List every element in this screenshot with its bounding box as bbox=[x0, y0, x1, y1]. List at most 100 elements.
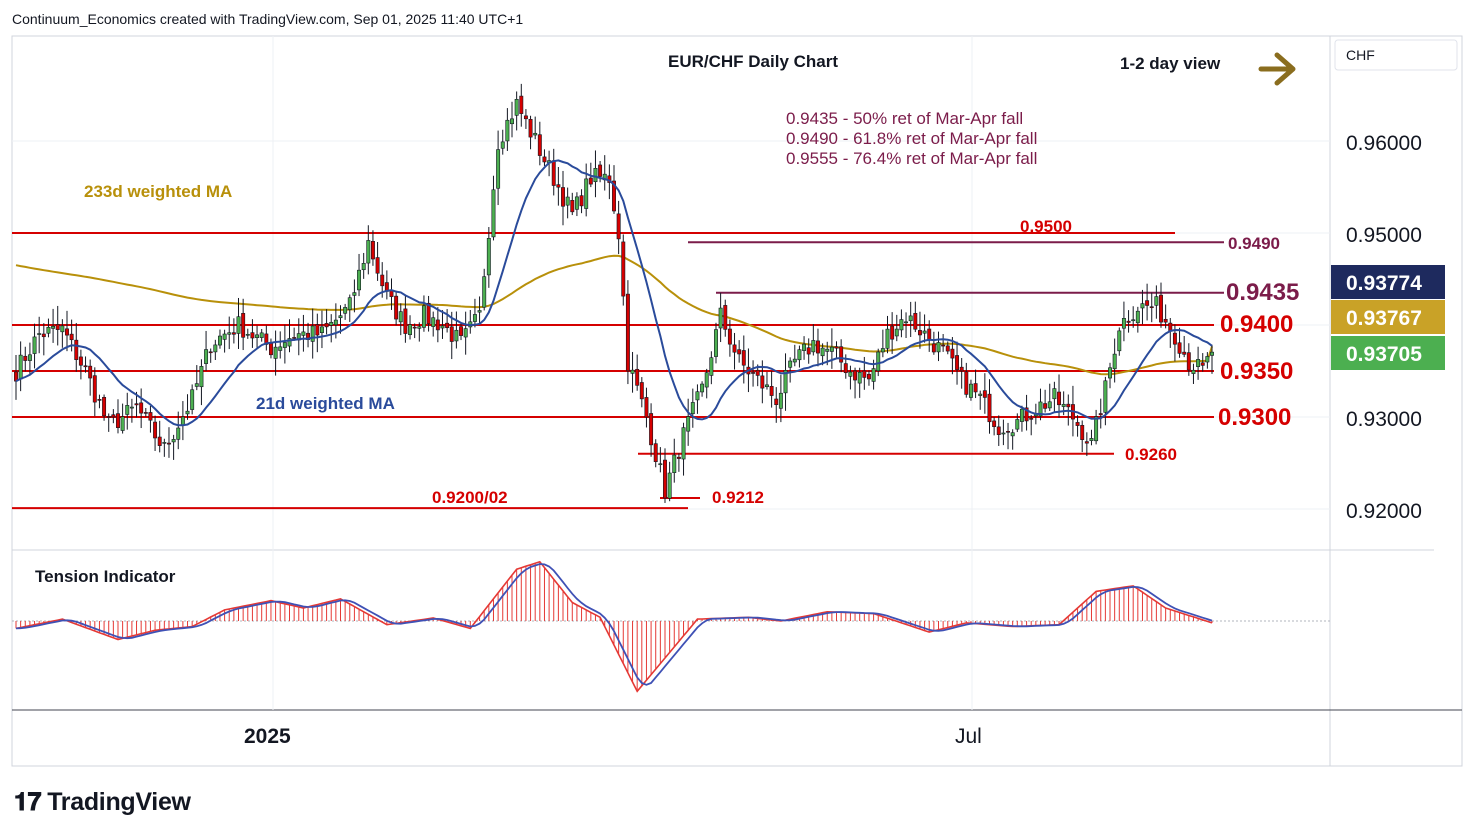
candle bbox=[1089, 429, 1094, 446]
currency-box[interactable] bbox=[1334, 39, 1458, 71]
y-tick: 0.96000 bbox=[1346, 132, 1422, 155]
candle-body bbox=[477, 310, 482, 313]
candle bbox=[65, 310, 69, 352]
y-tick: 0.95000 bbox=[1346, 224, 1422, 247]
candle bbox=[491, 175, 496, 241]
candle bbox=[60, 319, 65, 348]
candle bbox=[765, 371, 769, 390]
view-label: 1-2 day view bbox=[1120, 54, 1221, 73]
candle-body bbox=[936, 342, 941, 353]
candle bbox=[463, 311, 468, 355]
candle bbox=[774, 387, 779, 423]
candle bbox=[347, 294, 352, 322]
price-badge-ma233 bbox=[1331, 300, 1445, 334]
candle-body bbox=[245, 333, 250, 336]
candle bbox=[357, 253, 362, 297]
candle bbox=[1205, 352, 1210, 369]
candle bbox=[315, 313, 320, 353]
candle-body bbox=[347, 297, 352, 310]
candle bbox=[102, 394, 107, 421]
candle bbox=[968, 379, 973, 401]
candle-body bbox=[1043, 403, 1048, 409]
candle bbox=[259, 328, 264, 342]
candle bbox=[185, 394, 190, 420]
candle-body bbox=[472, 314, 477, 322]
candle bbox=[88, 359, 93, 396]
candle-body bbox=[570, 200, 575, 213]
candle bbox=[282, 324, 287, 364]
candle bbox=[1075, 415, 1080, 437]
candle-body bbox=[630, 369, 635, 374]
candle-body bbox=[380, 274, 385, 287]
candle bbox=[584, 163, 589, 217]
candle-body bbox=[1047, 401, 1052, 409]
candle bbox=[931, 331, 936, 355]
candle-body bbox=[1001, 432, 1006, 435]
candle-body bbox=[945, 345, 950, 352]
candle bbox=[306, 322, 311, 348]
candle-body bbox=[1061, 403, 1066, 407]
candle-body bbox=[1126, 320, 1131, 323]
ma-21-line bbox=[15, 159, 1213, 427]
candle-body bbox=[982, 390, 987, 398]
candle bbox=[1084, 432, 1089, 457]
candle bbox=[635, 354, 640, 391]
candle bbox=[106, 413, 111, 432]
candle-body bbox=[904, 321, 909, 324]
candle-body bbox=[927, 328, 932, 341]
candle bbox=[222, 329, 227, 353]
candle-body bbox=[880, 348, 885, 353]
support-resistance-levels bbox=[12, 232, 1224, 510]
candle bbox=[704, 368, 709, 399]
candle-body bbox=[913, 312, 918, 330]
ma21-label: 21d weighted MA bbox=[256, 394, 395, 413]
candle bbox=[167, 427, 171, 458]
candle bbox=[1038, 388, 1043, 421]
candle bbox=[310, 308, 315, 359]
candle-body bbox=[816, 340, 820, 354]
candle bbox=[769, 370, 774, 408]
candle bbox=[231, 318, 236, 344]
candle bbox=[663, 448, 667, 503]
candle bbox=[792, 344, 797, 367]
candle-body bbox=[987, 393, 992, 423]
candle bbox=[686, 398, 691, 446]
candle-body bbox=[491, 189, 496, 238]
candle-body bbox=[366, 240, 371, 264]
candle bbox=[561, 170, 565, 226]
candle bbox=[375, 241, 380, 281]
candle bbox=[23, 346, 28, 372]
ma-21-path bbox=[15, 159, 1213, 427]
candle-body bbox=[593, 168, 598, 183]
candle bbox=[866, 370, 871, 386]
candle bbox=[18, 341, 23, 392]
candle bbox=[913, 301, 918, 333]
x-tick: 2025 bbox=[244, 725, 291, 748]
candle bbox=[412, 323, 417, 339]
candle-body bbox=[1177, 342, 1182, 354]
level-label-9435: 0.9435 bbox=[1226, 279, 1299, 306]
candle-body bbox=[584, 178, 589, 209]
candle-body bbox=[204, 349, 209, 364]
candle bbox=[755, 364, 760, 387]
candle bbox=[718, 292, 723, 343]
candle bbox=[751, 360, 756, 387]
candle bbox=[602, 155, 607, 191]
attribution-header: Continuum_Economics created with Trading… bbox=[12, 11, 524, 27]
candle-body bbox=[825, 348, 830, 352]
candle-body bbox=[959, 366, 964, 372]
candle-body bbox=[120, 416, 125, 431]
candle bbox=[621, 234, 626, 306]
candle bbox=[1080, 420, 1085, 453]
tradingview-logo[interactable]: 𝟏𝟕 TradingView bbox=[14, 788, 191, 816]
candle bbox=[120, 403, 125, 434]
candle bbox=[537, 121, 542, 166]
candle bbox=[510, 101, 514, 138]
candle-body bbox=[612, 180, 616, 212]
candle bbox=[625, 280, 630, 385]
candle bbox=[723, 299, 728, 337]
candle-body bbox=[74, 339, 79, 360]
candle-body bbox=[663, 459, 667, 499]
candle bbox=[361, 252, 366, 279]
candle-body bbox=[709, 357, 714, 376]
